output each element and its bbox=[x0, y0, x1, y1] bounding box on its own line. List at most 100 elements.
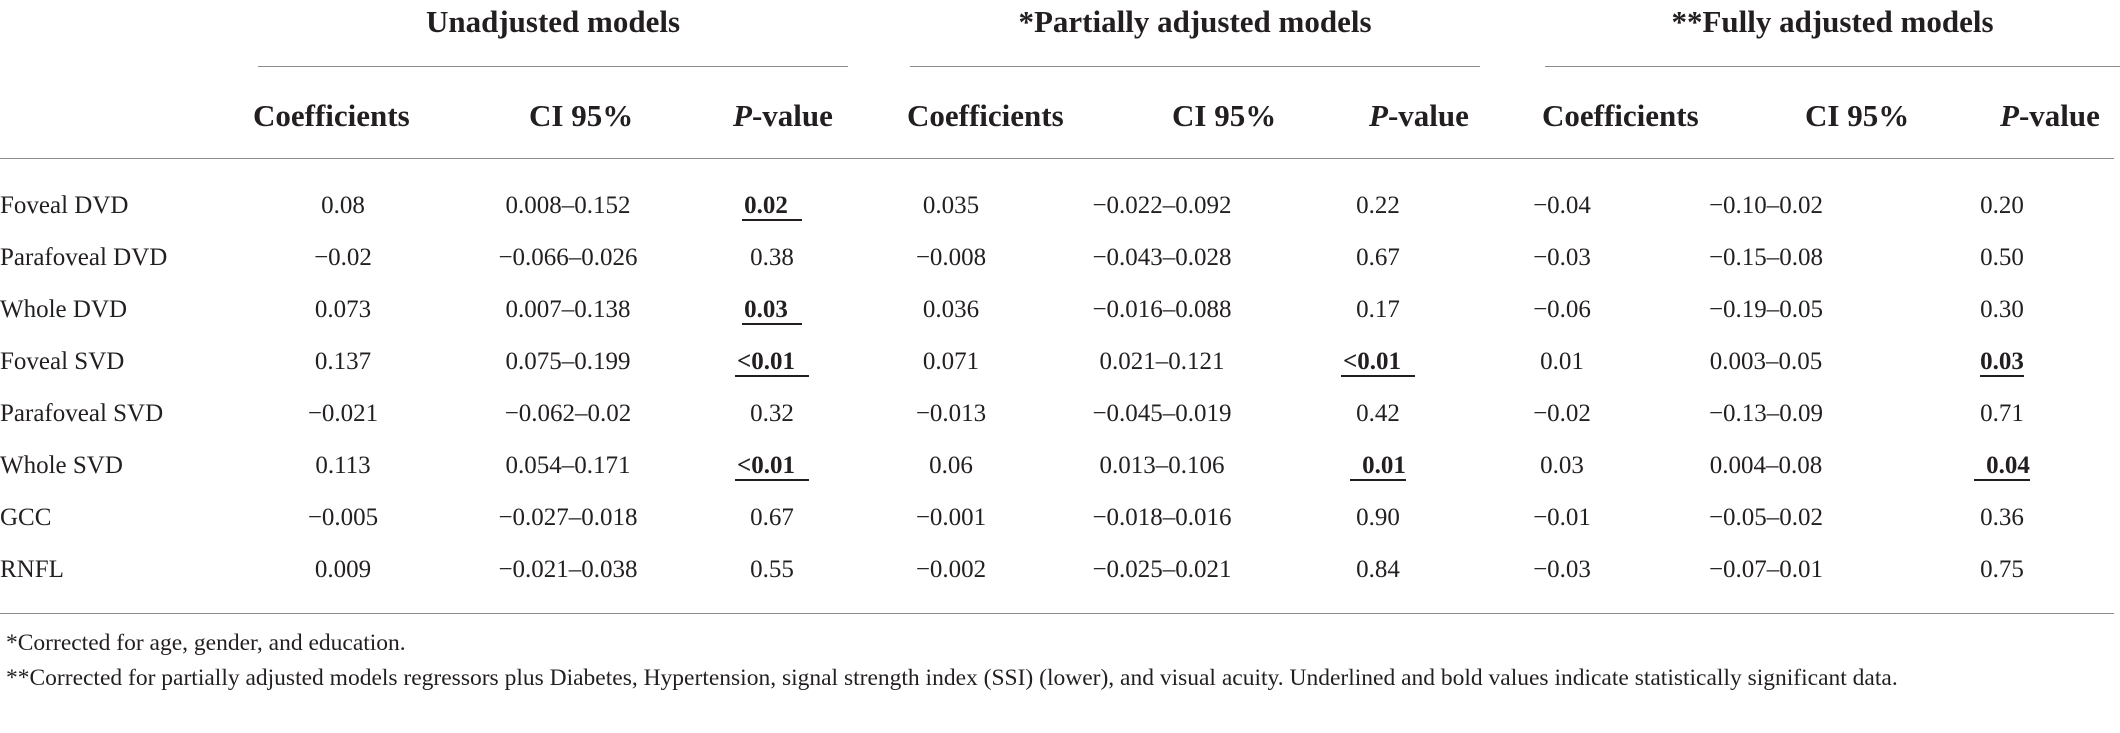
ci-cell-partial: −0.018–0.016 bbox=[1092, 504, 1232, 531]
footnote-partial: *Corrected for age, gender, and educatio… bbox=[6, 630, 406, 656]
row-label: Whole DVD bbox=[0, 296, 128, 323]
significant-pvalue: <0.01 bbox=[735, 452, 809, 481]
ci-cell-fully: −0.13–0.09 bbox=[1708, 400, 1824, 427]
col-head-ci-unadjusted: CI 95% bbox=[529, 98, 634, 133]
coefficient-cell-partial: 0.036 bbox=[922, 296, 980, 323]
pvalue-cell-fully: 0.30 bbox=[1980, 296, 2024, 323]
coefficient-cell-unadjusted: −0.021 bbox=[307, 400, 379, 427]
ci-cell-fully: −0.07–0.01 bbox=[1708, 556, 1824, 583]
group-rule-partially-adjusted bbox=[910, 66, 1480, 67]
pvalue-cell-partial: <0.01 bbox=[1280, 336, 1476, 388]
coefficient-cell-partial: 0.035 bbox=[922, 192, 980, 219]
pvalue-cell-fully: 0.36 bbox=[1980, 504, 2024, 531]
row-label: RNFL bbox=[0, 556, 64, 583]
col-head-pvalue-partial: P-value bbox=[1369, 98, 1469, 133]
ci-cell-partial: −0.025–0.021 bbox=[1092, 556, 1232, 583]
coefficient-cell-fully: −0.02 bbox=[1533, 400, 1591, 427]
pvalue-cell-fully: 0.50 bbox=[1980, 244, 2024, 271]
header-rule bbox=[0, 158, 2114, 159]
row-label: Foveal SVD bbox=[0, 348, 125, 375]
ci-cell-unadjusted: 0.054–0.171 bbox=[505, 452, 631, 479]
table-row: Whole DVD 0.073 0.007–0.138 0.03 0.036 −0.016… bbox=[0, 284, 2120, 336]
group-rule-fully-adjusted bbox=[1545, 66, 2120, 67]
col-head-coefficients-fully: Coefficients bbox=[1542, 98, 1699, 133]
table-row: Foveal DVD 0.08 0.008–0.152 0.02 0.035 −0.022… bbox=[0, 180, 2120, 232]
ci-cell-fully: −0.05–0.02 bbox=[1708, 504, 1824, 531]
bottom-rule bbox=[0, 613, 2114, 614]
table-row: GCC −0.005 −0.027–0.018 0.67 −0.001 −0.018–0.… bbox=[0, 492, 2120, 544]
coefficient-cell-unadjusted: 0.113 bbox=[315, 452, 371, 479]
pvalue-cell-partial: 0.42 bbox=[1356, 400, 1400, 427]
col-head-coefficients-partial: Coefficients bbox=[907, 98, 1064, 133]
ci-cell-partial: −0.045–0.019 bbox=[1092, 400, 1232, 427]
coefficient-cell-unadjusted: −0.005 bbox=[307, 504, 379, 531]
significant-pvalue: 0.01 bbox=[1350, 452, 1406, 481]
coefficient-cell-partial: −0.001 bbox=[915, 504, 987, 531]
significant-pvalue: <0.01 bbox=[1341, 348, 1415, 377]
ci-cell-fully: −0.19–0.05 bbox=[1708, 296, 1824, 323]
row-label: Parafoveal DVD bbox=[0, 244, 168, 271]
ci-cell-unadjusted: 0.075–0.199 bbox=[505, 348, 631, 375]
pvalue-cell-partial: 0.22 bbox=[1356, 192, 1400, 219]
ci-cell-partial: −0.043–0.028 bbox=[1092, 244, 1232, 271]
row-label: Parafoveal SVD bbox=[0, 400, 164, 427]
coefficient-cell-unadjusted: 0.137 bbox=[314, 348, 372, 375]
col-head-coefficients-unadjusted: Coefficients bbox=[253, 98, 410, 133]
table-row: Whole SVD 0.113 0.054–0.171 <0.01 0.06 0.013–… bbox=[0, 440, 2120, 492]
col-head-ci-fully: CI 95% bbox=[1805, 98, 1910, 133]
pvalue-cell-unadjusted: <0.01 bbox=[686, 336, 858, 388]
pvalue-cell-fully: 0.20 bbox=[1980, 192, 2024, 219]
ci-cell-fully: −0.15–0.08 bbox=[1708, 244, 1824, 271]
pvalue-cell-unadjusted: 0.38 bbox=[750, 244, 794, 271]
ci-cell-fully: −0.10–0.02 bbox=[1708, 192, 1824, 219]
pvalue-cell-partial: 0.01 bbox=[1280, 440, 1476, 492]
group-title-fully-adjusted: **Fully adjusted models bbox=[1671, 4, 1994, 39]
group-title-partially-adjusted: *Partially adjusted models bbox=[1018, 4, 1372, 39]
pvalue-cell-partial: 0.84 bbox=[1356, 556, 1400, 583]
pvalue-cell-partial: 0.17 bbox=[1356, 296, 1400, 323]
ci-cell-unadjusted: −0.021–0.038 bbox=[498, 556, 638, 583]
coefficient-cell-partial: −0.008 bbox=[915, 244, 987, 271]
pvalue-cell-unadjusted: 0.32 bbox=[750, 400, 794, 427]
row-label: Whole SVD bbox=[0, 452, 123, 479]
significant-pvalue: 0.03 bbox=[742, 296, 802, 325]
coefficient-cell-unadjusted: −0.02 bbox=[314, 244, 372, 271]
coefficient-cell-fully: −0.04 bbox=[1533, 192, 1591, 219]
significant-pvalue: 0.02 bbox=[742, 192, 802, 221]
col-head-ci-partial: CI 95% bbox=[1172, 98, 1277, 133]
footnote-fully: **Corrected for partially adjusted model… bbox=[6, 665, 1898, 691]
results-table: Foveal DVD 0.08 0.008–0.152 0.02 0.035 −0.022… bbox=[0, 180, 2120, 596]
pvalue-cell-partial: 0.67 bbox=[1356, 244, 1400, 271]
pvalue-cell-unadjusted: <0.01 bbox=[686, 440, 858, 492]
coefficient-cell-unadjusted: 0.073 bbox=[314, 296, 372, 323]
group-rule-unadjusted bbox=[258, 66, 848, 67]
pvalue-cell-fully: 0.04 bbox=[1884, 440, 2120, 492]
ci-cell-partial: −0.016–0.088 bbox=[1092, 296, 1232, 323]
coefficient-cell-unadjusted: 0.08 bbox=[321, 192, 365, 219]
ci-cell-unadjusted: −0.062–0.02 bbox=[504, 400, 632, 427]
coefficient-cell-fully: 0.03 bbox=[1540, 452, 1584, 479]
table-row: RNFL 0.009 −0.021–0.038 0.55 −0.002 −0.025–0.… bbox=[0, 544, 2120, 596]
col-head-pvalue-unadjusted: P-value bbox=[733, 98, 833, 133]
coefficient-cell-fully: −0.03 bbox=[1533, 244, 1591, 271]
ci-cell-fully: 0.003–0.05 bbox=[1709, 348, 1823, 375]
coefficient-cell-fully: −0.03 bbox=[1533, 556, 1591, 583]
coefficient-cell-partial: 0.071 bbox=[922, 348, 980, 375]
pvalue-cell-fully: 0.71 bbox=[1980, 400, 2024, 427]
pvalue-cell-unadjusted: 0.03 bbox=[686, 284, 858, 336]
row-label: Foveal DVD bbox=[0, 192, 129, 219]
ci-cell-unadjusted: −0.066–0.026 bbox=[498, 244, 638, 271]
coefficient-cell-unadjusted: 0.009 bbox=[314, 556, 372, 583]
pvalue-cell-unadjusted: 0.55 bbox=[750, 556, 794, 583]
group-title-unadjusted: Unadjusted models bbox=[425, 4, 681, 39]
coefficient-cell-fully: −0.06 bbox=[1533, 296, 1591, 323]
significant-pvalue: 0.03 bbox=[1980, 347, 2024, 377]
row-label: GCC bbox=[0, 504, 52, 531]
col-head-pvalue-fully: P-value bbox=[2000, 98, 2100, 133]
ci-cell-fully: 0.004–0.08 bbox=[1709, 452, 1823, 479]
table-row: Foveal SVD 0.137 0.075–0.199 <0.01 0.071 0.02… bbox=[0, 336, 2120, 388]
coefficient-cell-partial: 0.06 bbox=[929, 452, 973, 479]
ci-cell-unadjusted: 0.007–0.138 bbox=[505, 296, 631, 323]
pvalue-cell-partial: 0.90 bbox=[1356, 504, 1400, 531]
